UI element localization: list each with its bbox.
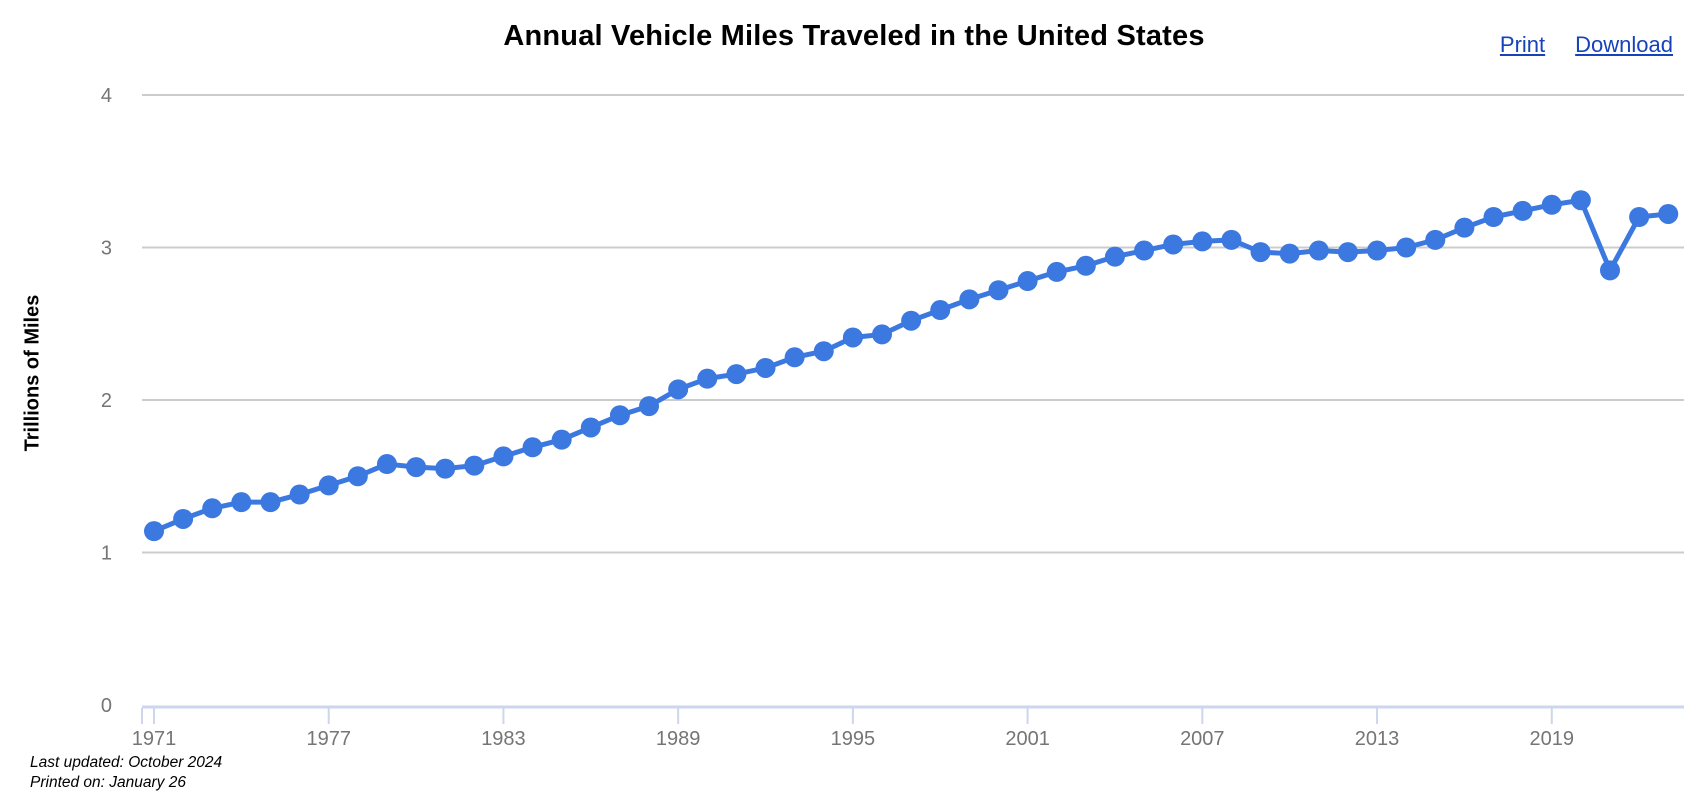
data-point[interactable] [464, 455, 485, 476]
data-point[interactable] [1221, 229, 1242, 250]
data-point[interactable] [260, 492, 281, 513]
data-point[interactable] [1163, 234, 1184, 255]
y-tick-label: 0 [101, 695, 112, 717]
data-point[interactable] [231, 492, 252, 513]
data-point[interactable] [202, 498, 223, 519]
data-point[interactable] [813, 341, 834, 362]
data-point[interactable] [842, 327, 863, 348]
data-point[interactable] [1512, 200, 1533, 221]
data-point[interactable] [1337, 242, 1358, 263]
data-point[interactable] [580, 417, 601, 438]
last-updated-note: Last updated: October 2024 [30, 754, 223, 771]
data-point[interactable] [988, 280, 1009, 301]
x-tick-label: 2007 [1180, 728, 1225, 750]
data-point[interactable] [493, 446, 514, 467]
data-point[interactable] [1425, 229, 1446, 250]
x-tick-label: 1977 [306, 728, 351, 750]
data-point[interactable] [872, 324, 892, 345]
data-point[interactable] [1629, 207, 1650, 227]
data-point[interactable] [1658, 203, 1679, 224]
page-title: Annual Vehicle Miles Traveled in the Uni… [503, 20, 1205, 52]
data-point[interactable] [1483, 207, 1504, 227]
data-point[interactable] [1192, 231, 1213, 252]
data-point[interactable] [551, 429, 572, 450]
x-tick-label: 2001 [1005, 728, 1050, 750]
data-point[interactable] [1075, 255, 1096, 276]
y-axis-title: Trillions of Miles [21, 294, 44, 452]
data-point[interactable] [784, 347, 805, 368]
data-point[interactable] [1046, 261, 1067, 282]
data-point[interactable] [318, 475, 339, 496]
data-point[interactable] [697, 368, 718, 389]
data-point[interactable] [1570, 190, 1591, 211]
data-point[interactable] [668, 379, 689, 400]
data-point[interactable] [144, 521, 164, 542]
data-point[interactable] [1454, 217, 1475, 238]
data-point[interactable] [1541, 194, 1562, 215]
download-link[interactable]: Download [1575, 32, 1673, 57]
y-tick-label: 4 [101, 85, 112, 107]
x-tick-label: 2013 [1355, 728, 1400, 750]
x-tick-label: 1995 [831, 728, 876, 750]
data-point[interactable] [1104, 246, 1125, 267]
data-point[interactable] [435, 458, 456, 479]
data-point[interactable] [289, 484, 310, 505]
print-link[interactable]: Print [1499, 32, 1546, 57]
data-point[interactable] [1396, 237, 1417, 258]
x-tick-label: 1989 [656, 728, 701, 750]
data-point[interactable] [376, 454, 397, 475]
data-point[interactable] [1367, 240, 1388, 261]
data-point[interactable] [755, 357, 776, 378]
data-point[interactable] [1250, 242, 1271, 263]
chart-actions: Print Download [1500, 32, 1673, 58]
chart-footer: Last updated: October 2024 Printed on: J… [30, 753, 222, 793]
x-tick-label: 1971 [132, 728, 177, 750]
x-tick-label: 2019 [1530, 728, 1575, 750]
y-tick-label: 3 [101, 238, 112, 260]
data-point[interactable] [522, 437, 543, 458]
printed-on-note: Printed on: January 26 [30, 774, 186, 791]
y-tick-label: 2 [101, 390, 112, 412]
data-point[interactable] [1308, 240, 1329, 261]
data-point[interactable] [901, 310, 922, 331]
x-tick-label: 1983 [481, 728, 526, 750]
data-point[interactable] [173, 508, 194, 529]
data-point[interactable] [1017, 271, 1038, 292]
data-point[interactable] [1134, 240, 1155, 261]
data-point[interactable] [347, 466, 368, 487]
data-point[interactable] [609, 405, 630, 426]
data-point[interactable] [1279, 243, 1300, 264]
data-point[interactable] [930, 300, 951, 321]
y-tick-label: 1 [101, 543, 112, 565]
data-point[interactable] [726, 364, 747, 385]
vmt-series-line [151, 197, 1671, 534]
data-point[interactable] [1600, 260, 1620, 281]
data-point[interactable] [639, 396, 660, 417]
data-point[interactable] [959, 289, 980, 310]
data-point[interactable] [406, 457, 427, 478]
